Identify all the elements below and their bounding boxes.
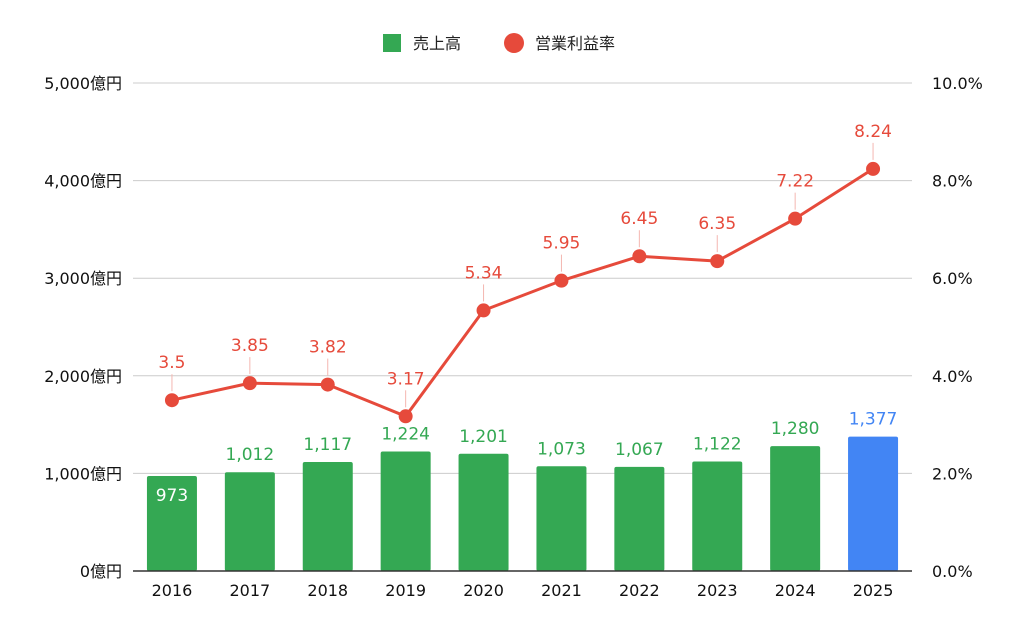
line-point — [242, 376, 257, 391]
axes: 0億円 1,000億円 2,000億円 3,000億円 4,000億円 5,000億円 0.… — [44, 74, 983, 600]
line-point — [476, 303, 491, 318]
line-data-label: 7.22 — [776, 172, 814, 192]
x-tick-label: 2023 — [697, 581, 738, 600]
legend: 売上高 営業利益率 — [383, 33, 615, 53]
bar-data-label: 1,122 — [693, 434, 742, 454]
bar — [614, 466, 665, 571]
bar-data-label: 1,201 — [459, 427, 508, 447]
legend-line-swatch — [504, 33, 524, 53]
bar-data-label: 1,067 — [615, 440, 664, 460]
line-point — [632, 249, 647, 264]
x-tick-label: 2018 — [307, 581, 348, 600]
line-data-label: 3.17 — [387, 369, 425, 389]
x-tick-label: 2022 — [619, 581, 660, 600]
line-data-label: 3.5 — [158, 353, 185, 373]
x-tick-label: 2019 — [385, 581, 426, 600]
line-point — [320, 377, 335, 392]
line-data-label: 3.85 — [231, 336, 269, 356]
x-tick-label: 2025 — [853, 581, 894, 600]
line-data-label: 5.95 — [543, 234, 581, 254]
x-tick-label: 2016 — [152, 581, 193, 600]
bar-data-label: 1,280 — [771, 419, 820, 439]
x-tick-label: 2020 — [463, 581, 504, 600]
bar — [224, 472, 275, 571]
line-point — [788, 211, 803, 226]
bar-data-label: 1,117 — [303, 435, 352, 455]
line-path — [171, 167, 874, 418]
y-right-tick-label: 4.0% — [932, 367, 973, 386]
y-left-tick-label: 4,000億円 — [44, 172, 122, 191]
bar-data-label: 973 — [156, 486, 188, 506]
line-data-label: 6.35 — [698, 214, 736, 234]
legend-bar-swatch — [383, 34, 401, 52]
bar-data-label: 1,073 — [537, 439, 586, 459]
y-left-tick-label: 5,000億円 — [44, 74, 122, 93]
y-right-tick-label: 6.0% — [932, 269, 973, 288]
line-point — [710, 254, 725, 269]
y-left-tick-label: 3,000億円 — [44, 269, 122, 288]
legend-line-label: 営業利益率 — [535, 34, 615, 53]
bar-data-label: 1,377 — [849, 410, 898, 430]
bar-data-label: 1,012 — [226, 445, 275, 465]
legend-bar-label: 売上高 — [413, 34, 461, 53]
line-point — [164, 393, 179, 408]
bar — [536, 466, 587, 571]
x-tick-label: 2024 — [775, 581, 816, 600]
y-right-tick-label: 8.0% — [932, 172, 973, 191]
y-right-tick-label: 10.0% — [932, 74, 983, 93]
line-series — [164, 142, 881, 424]
y-left-tick-label: 0億円 — [80, 562, 122, 581]
bar — [692, 461, 743, 571]
x-tick-label: 2021 — [541, 581, 582, 600]
y-right-tick-label: 0.0% — [932, 562, 973, 581]
line-point — [554, 273, 569, 288]
line-data-label: 8.24 — [854, 122, 892, 142]
bar — [380, 451, 431, 571]
bar-data-label: 1,224 — [381, 425, 430, 445]
x-tick-label: 2017 — [229, 581, 270, 600]
data-labels: 973 1,012 1,117 1,224 1,201 1,073 1,067 1,122 1,… — [156, 122, 898, 506]
bar — [458, 453, 509, 571]
line-data-label: 3.82 — [309, 338, 347, 358]
line-data-label: 5.34 — [465, 263, 503, 283]
bar — [146, 476, 197, 571]
line-point — [398, 409, 413, 424]
gridlines — [133, 82, 912, 474]
line-point — [866, 161, 881, 176]
y-left-tick-label: 2,000億円 — [44, 367, 122, 386]
bar — [770, 446, 821, 571]
bar — [848, 436, 899, 571]
y-right-tick-label: 2.0% — [932, 464, 973, 483]
line-data-label: 6.45 — [620, 209, 658, 229]
y-left-tick-label: 1,000億円 — [44, 464, 122, 483]
bar-series — [146, 436, 899, 571]
bar — [302, 461, 353, 571]
